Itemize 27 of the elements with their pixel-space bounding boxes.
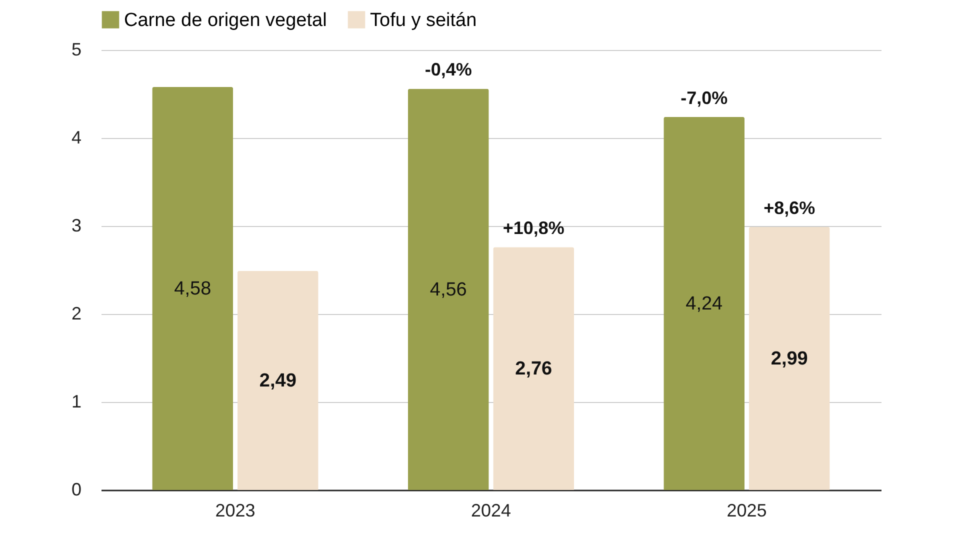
y-tick-label: 1 (71, 392, 82, 412)
annotation: +10,8% (502, 218, 564, 238)
y-tick-label: 3 (71, 216, 82, 236)
legend-label: Tofu y seitán (370, 10, 477, 31)
data-label: 4,58 (174, 278, 212, 300)
bar (493, 247, 574, 490)
x-tick-label: 2023 (215, 500, 256, 520)
bar (237, 270, 318, 490)
x-tick-label: 2024 (470, 500, 512, 520)
data-label: 2,49 (259, 370, 296, 392)
y-tick-label: 5 (71, 40, 82, 60)
x-tick-label: 2025 (726, 500, 767, 520)
bar (152, 86, 234, 490)
bar (664, 116, 745, 490)
legend-label: Carne de origen vegetal (124, 10, 327, 31)
annotation: -0,4% (424, 60, 472, 80)
bar (748, 226, 830, 490)
y-tick-label: 4 (71, 128, 82, 148)
data-label: 2,76 (515, 358, 552, 380)
annotation: +8,6% (764, 198, 816, 218)
bar (408, 88, 489, 490)
y-tick-label: 0 (71, 480, 82, 500)
annotation: -7,0% (680, 88, 728, 108)
data-label: 2,99 (770, 348, 808, 370)
y-tick-label: 2 (71, 304, 82, 324)
data-label: 4,56 (430, 279, 467, 300)
data-label: 4,24 (686, 293, 724, 314)
